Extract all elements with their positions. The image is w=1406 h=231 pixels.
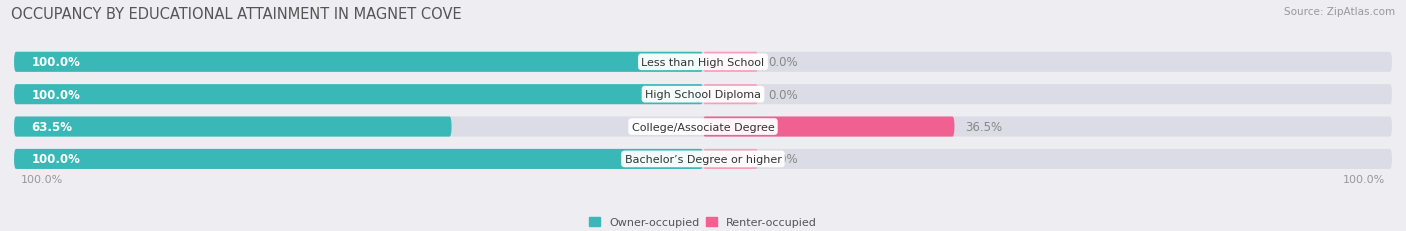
FancyBboxPatch shape xyxy=(14,52,1392,73)
Text: Source: ZipAtlas.com: Source: ZipAtlas.com xyxy=(1284,7,1395,17)
Text: Bachelor’s Degree or higher: Bachelor’s Degree or higher xyxy=(624,154,782,164)
FancyBboxPatch shape xyxy=(14,117,1392,137)
FancyBboxPatch shape xyxy=(703,85,758,105)
Text: 0.0%: 0.0% xyxy=(769,88,799,101)
FancyBboxPatch shape xyxy=(703,117,955,137)
Text: 100.0%: 100.0% xyxy=(31,153,80,166)
FancyBboxPatch shape xyxy=(14,52,703,73)
Text: 0.0%: 0.0% xyxy=(769,56,799,69)
FancyBboxPatch shape xyxy=(14,149,703,169)
Text: 100.0%: 100.0% xyxy=(1343,174,1385,184)
Legend: Owner-occupied, Renter-occupied: Owner-occupied, Renter-occupied xyxy=(589,217,817,227)
Text: Less than High School: Less than High School xyxy=(641,58,765,67)
FancyBboxPatch shape xyxy=(14,149,1392,169)
FancyBboxPatch shape xyxy=(703,149,758,169)
Text: 36.5%: 36.5% xyxy=(965,121,1002,134)
FancyBboxPatch shape xyxy=(14,85,1392,105)
Text: 63.5%: 63.5% xyxy=(31,121,72,134)
Text: 100.0%: 100.0% xyxy=(31,88,80,101)
Text: 100.0%: 100.0% xyxy=(21,174,63,184)
Text: 0.0%: 0.0% xyxy=(769,153,799,166)
Text: High School Diploma: High School Diploma xyxy=(645,90,761,100)
FancyBboxPatch shape xyxy=(703,52,758,73)
FancyBboxPatch shape xyxy=(14,85,703,105)
Text: 100.0%: 100.0% xyxy=(31,56,80,69)
Text: OCCUPANCY BY EDUCATIONAL ATTAINMENT IN MAGNET COVE: OCCUPANCY BY EDUCATIONAL ATTAINMENT IN M… xyxy=(11,7,463,22)
Text: College/Associate Degree: College/Associate Degree xyxy=(631,122,775,132)
FancyBboxPatch shape xyxy=(14,117,451,137)
